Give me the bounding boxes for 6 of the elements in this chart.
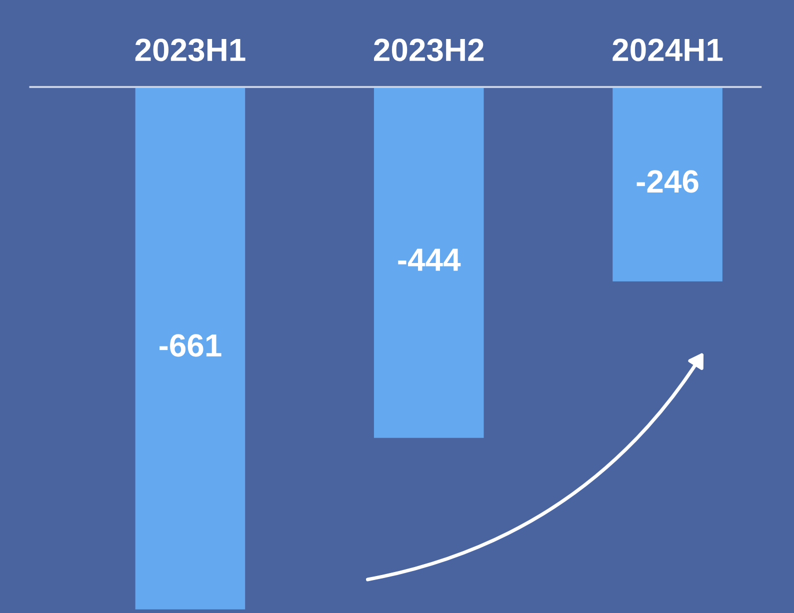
x-tick-label: 2023H2 — [374, 38, 484, 62]
x-tick-label: 2024H1 — [612, 38, 723, 62]
data-label: -444 — [398, 248, 461, 271]
x-tick-label: 2023H1 — [135, 38, 246, 62]
data-label: -661 — [159, 334, 222, 357]
data-label: -246 — [636, 170, 698, 193]
